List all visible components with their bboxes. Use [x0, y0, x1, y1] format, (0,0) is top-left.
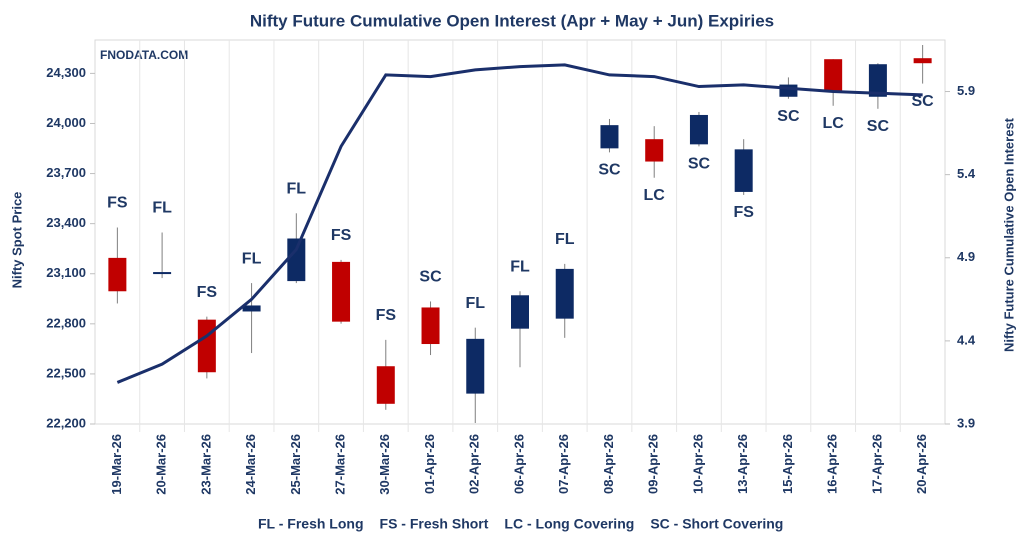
signal-label: FL — [510, 258, 530, 275]
y2-tick-label: 5.9 — [957, 83, 975, 98]
x-tick-label: 08-Apr-26 — [601, 434, 616, 494]
candle-body — [511, 295, 529, 329]
x-tick-label: 20-Apr-26 — [914, 434, 929, 494]
candle-body — [645, 139, 664, 162]
x-tick-label: 02-Apr-26 — [467, 434, 482, 494]
y-tick-label: 23,400 — [46, 215, 86, 230]
oi-line — [116, 63, 923, 384]
signal-label: SC — [598, 162, 621, 179]
legend-entry: SC - Short Covering — [650, 516, 783, 532]
x-tick-label: 13-Apr-26 — [735, 434, 750, 494]
candle-body — [466, 338, 485, 394]
candle-body — [376, 366, 395, 404]
y2-axis-label: Nifty Future Cumulative Open Interest — [1001, 117, 1016, 352]
legend-entry: FS - Fresh Short — [380, 516, 489, 532]
x-tick-label: 07-Apr-26 — [556, 434, 571, 494]
x-tick-label: 15-Apr-26 — [780, 434, 795, 494]
x-tick-label: 27-Mar-26 — [332, 434, 347, 495]
candle-body — [868, 64, 887, 97]
candle-body — [242, 305, 261, 312]
chart-title: Nifty Future Cumulative Open Interest (A… — [250, 11, 774, 30]
candle-body — [108, 257, 127, 292]
signal-label: SC — [419, 269, 442, 286]
x-tick-label: 23-Mar-26 — [198, 434, 213, 495]
x-tick-label: 19-Mar-26 — [109, 434, 124, 495]
y-tick-label: 23,100 — [46, 265, 86, 280]
candle-body — [734, 149, 753, 192]
candle-body — [197, 319, 216, 373]
x-tick-label: 17-Apr-26 — [869, 434, 884, 494]
signal-label: FL — [242, 250, 262, 267]
candle-body — [287, 238, 306, 282]
x-tick-label: 10-Apr-26 — [690, 434, 705, 494]
signal-label: FS — [331, 227, 352, 244]
plot-frame — [94, 39, 946, 425]
x-tick-label: 30-Mar-26 — [377, 434, 392, 495]
y-tick-label: 22,200 — [46, 415, 86, 430]
y-tick-label: 24,000 — [46, 115, 86, 130]
x-tick-label: 09-Apr-26 — [646, 434, 661, 494]
signal-label: FL — [152, 200, 172, 217]
signal-label: FS — [107, 195, 128, 212]
y-tick-label: 22,500 — [46, 365, 86, 380]
signal-label: SC — [867, 118, 890, 135]
signal-label: FS — [733, 204, 754, 221]
y-tick-label: 23,700 — [46, 165, 86, 180]
candle-body — [913, 58, 932, 64]
x-tick-label: 01-Apr-26 — [422, 434, 437, 494]
y2-tick-label: 3.9 — [957, 415, 975, 430]
y2-tick-label: 5.4 — [957, 166, 976, 181]
y2-tick-label: 4.9 — [957, 249, 975, 264]
signal-label: SC — [777, 108, 800, 125]
candle-body — [153, 272, 172, 275]
signal-label: FL — [287, 181, 307, 198]
signal-label: SC — [912, 93, 935, 110]
legend-entry: LC - Long Covering — [504, 516, 634, 532]
legend-entry: FL - Fresh Long — [258, 516, 364, 532]
x-tick-label: 24-Mar-26 — [243, 434, 258, 495]
candle-body — [332, 261, 351, 322]
signal-label: FL — [465, 295, 485, 312]
signal-label: SC — [688, 156, 711, 173]
candle-body — [824, 59, 843, 91]
candle-body — [689, 114, 708, 145]
x-tick-label: 25-Mar-26 — [288, 434, 303, 495]
y-tick-label: 22,800 — [46, 315, 86, 330]
signal-label: FL — [555, 231, 575, 248]
signal-label: LC — [644, 187, 666, 204]
y-tick-label: 24,300 — [46, 65, 86, 80]
candle-body — [555, 268, 574, 319]
signal-label: LC — [822, 115, 844, 132]
signal-label: FS — [197, 284, 218, 301]
x-tick-label: 16-Apr-26 — [825, 434, 840, 494]
candle-body — [421, 307, 440, 345]
y2-tick-label: 4.4 — [957, 332, 976, 347]
x-tick-label: 20-Mar-26 — [154, 434, 169, 495]
x-tick-label: 06-Apr-26 — [511, 434, 526, 494]
watermark: FNODATA.COM — [100, 48, 188, 62]
y-axis-label: Nifty Spot Price — [9, 192, 24, 289]
candle-body — [600, 125, 619, 149]
signal-label: FS — [376, 307, 397, 324]
